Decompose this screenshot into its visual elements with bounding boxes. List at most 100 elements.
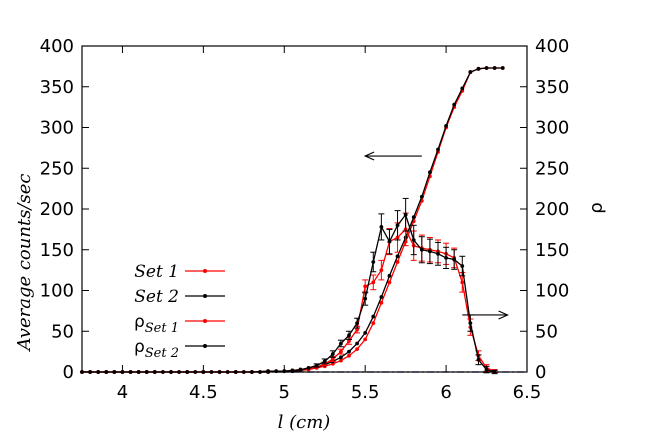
- data-point: [379, 268, 384, 273]
- legend-label: ρSet 2: [134, 337, 179, 361]
- y-tick-label-right: 300: [535, 118, 569, 139]
- y-tick-label-right: 150: [535, 240, 569, 261]
- data-point: [411, 238, 416, 242]
- data-point: [347, 353, 351, 358]
- data-point: [339, 355, 343, 360]
- data-point: [395, 254, 400, 259]
- data-point: [314, 363, 319, 368]
- data-point: [436, 147, 440, 152]
- y-tick-label-right: 0: [535, 362, 546, 383]
- y-tick-label-right: 250: [535, 158, 569, 179]
- y-tick-label-left: 350: [40, 77, 74, 98]
- data-point: [339, 349, 343, 354]
- y-tick-label-right: 350: [535, 77, 569, 98]
- data-point: [363, 337, 368, 342]
- x-tick-label: 5: [279, 382, 290, 403]
- data-point: [387, 273, 392, 278]
- arrow-head: [498, 310, 509, 320]
- legend-label: ρSet 1: [134, 312, 179, 336]
- legend-marker: [203, 294, 207, 298]
- data-point: [419, 247, 424, 252]
- data-point: [460, 280, 465, 285]
- y-tick-label-left: 400: [40, 36, 74, 57]
- x-axis-label: l (cm): [278, 412, 331, 433]
- data-point: [444, 123, 448, 128]
- y-axis-label-right: ρ: [586, 202, 607, 213]
- y-tick-label-right: 400: [535, 36, 569, 57]
- y-axis-label-left: Average counts/sec: [14, 174, 35, 353]
- y-tick-label-left: 0: [63, 362, 74, 383]
- data-point: [379, 295, 384, 299]
- data-point: [339, 358, 343, 363]
- x-tick-label: 4.5: [189, 382, 218, 403]
- data-point: [298, 367, 303, 372]
- data-point: [484, 66, 489, 70]
- data-point: [428, 249, 432, 254]
- data-point: [347, 349, 351, 354]
- data-point: [363, 284, 368, 289]
- y-tick-label-left: 50: [51, 321, 74, 342]
- annotation-arrows: [363, 151, 509, 320]
- data-point: [371, 280, 376, 285]
- y-tick-label-left: 300: [40, 118, 74, 139]
- data-point: [403, 212, 408, 217]
- data-point: [355, 327, 359, 332]
- legend-marker: [203, 344, 207, 348]
- data-point: [347, 339, 351, 343]
- data-point: [452, 102, 457, 107]
- data-point: [339, 341, 343, 346]
- data-point: [363, 296, 368, 301]
- data-point: [371, 314, 376, 319]
- data-point: [492, 66, 497, 70]
- y-tick-label-left: 150: [40, 240, 74, 261]
- data-point: [355, 321, 359, 325]
- data-point: [306, 366, 311, 370]
- data-point: [428, 170, 432, 175]
- data-point: [411, 215, 416, 220]
- arrow-head: [363, 151, 375, 161]
- plot-area: [80, 66, 527, 375]
- data-point: [330, 357, 335, 361]
- data-point: [468, 70, 473, 74]
- data-point: [355, 341, 359, 346]
- data-point: [452, 257, 457, 262]
- data-point: [347, 333, 351, 338]
- y-tick-label-left: 250: [40, 158, 74, 179]
- data-point: [387, 239, 392, 244]
- y-tick-label-right: 200: [535, 199, 569, 220]
- x-tick-label: 6.5: [513, 382, 542, 403]
- legend-marker: [203, 319, 207, 323]
- data-point: [330, 352, 335, 356]
- data-point: [379, 225, 384, 229]
- y-tick-label-right: 100: [535, 281, 569, 302]
- data-point: [395, 260, 400, 264]
- data-point: [476, 66, 481, 71]
- data-point: [484, 367, 489, 372]
- y-tick-label-right: 50: [535, 321, 558, 342]
- data-point: [290, 368, 295, 373]
- data-point: [436, 251, 440, 256]
- data-point: [379, 300, 384, 305]
- data-point: [460, 264, 465, 268]
- data-point: [419, 194, 424, 199]
- data-point: [387, 280, 392, 285]
- y-tick-label-left: 200: [40, 199, 74, 220]
- data-point: [460, 86, 465, 91]
- data-point: [444, 256, 448, 260]
- data-point: [371, 260, 376, 264]
- x-tick-label: 4: [117, 382, 128, 403]
- y-tick-label-left: 100: [40, 281, 74, 302]
- data-point: [355, 347, 359, 352]
- data-point: [363, 330, 368, 335]
- data-point: [468, 321, 473, 325]
- x-tick-label: 5.5: [351, 382, 380, 403]
- data-point: [476, 357, 481, 362]
- legend-marker: [203, 269, 207, 273]
- data-point: [395, 223, 400, 228]
- legend-label: Set 2: [134, 287, 179, 307]
- data-point: [500, 66, 505, 70]
- data-point: [322, 359, 327, 364]
